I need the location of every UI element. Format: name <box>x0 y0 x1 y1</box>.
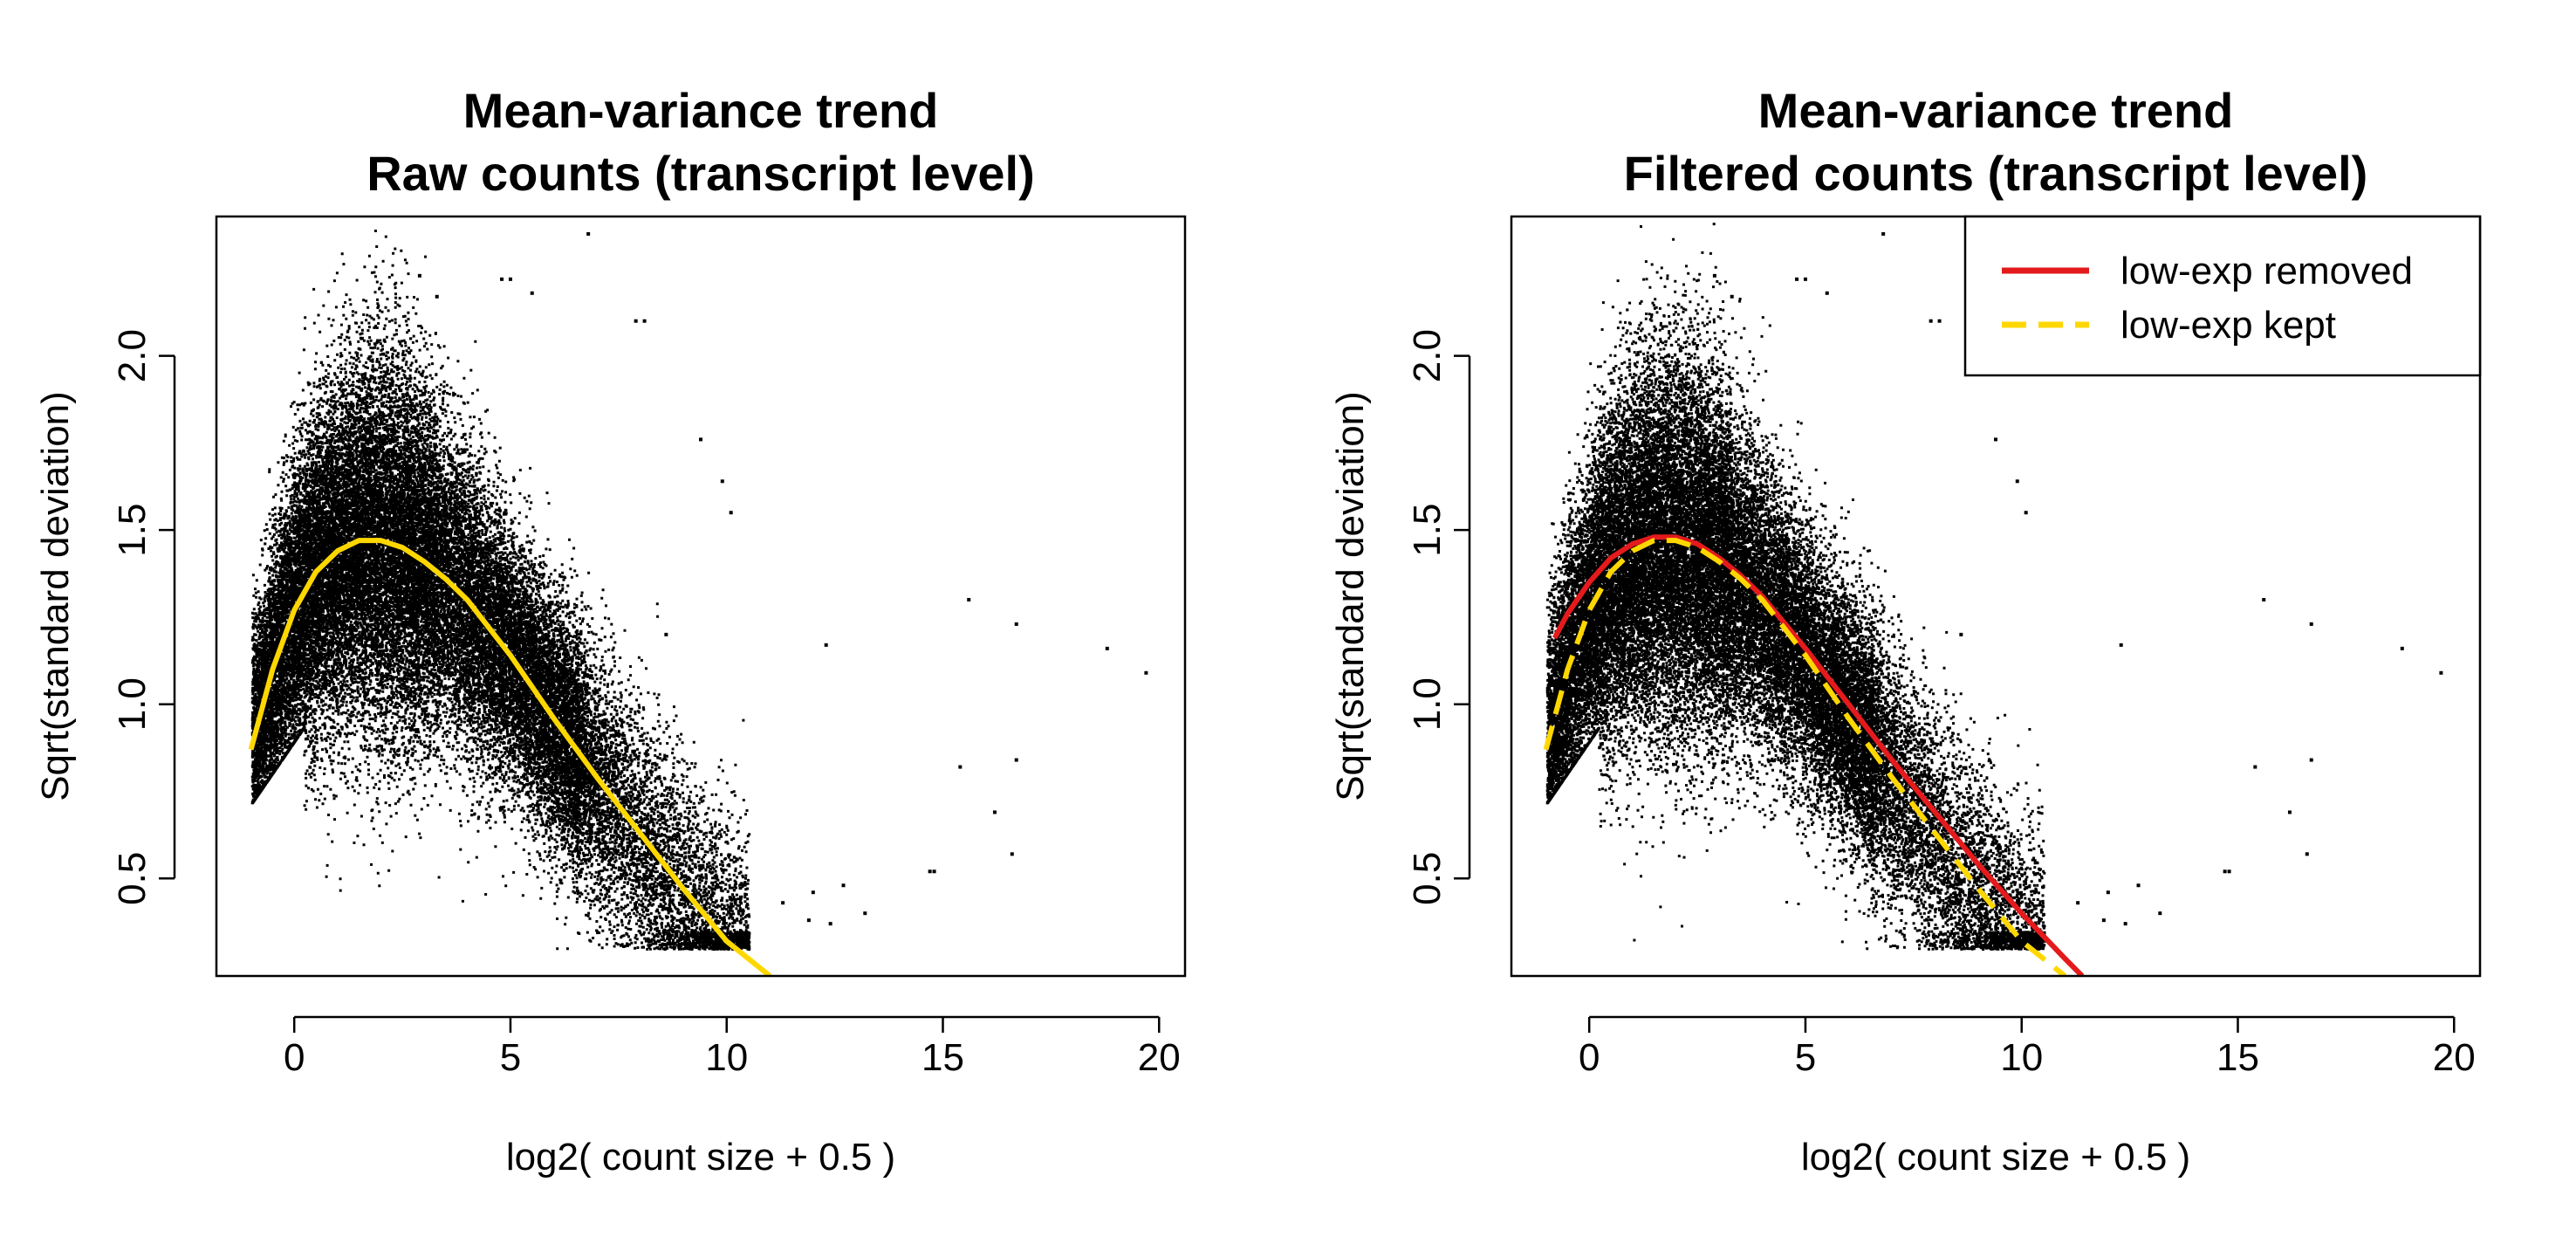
x-tick-label: 0 <box>1579 1036 1600 1079</box>
outlier-point <box>1144 671 1148 675</box>
outlier-point <box>699 437 702 441</box>
outlier-point <box>1015 622 1018 626</box>
outlier-point <box>2253 766 2257 769</box>
outlier-point <box>643 320 647 323</box>
outlier-point <box>418 274 421 278</box>
x-tick-label: 0 <box>284 1036 305 1079</box>
outlier-point <box>2310 622 2313 626</box>
x-tick-label: 5 <box>1795 1036 1816 1079</box>
panel-raw-counts: Mean-variance trend Raw counts (transcrip… <box>34 83 1185 1179</box>
outlier-point <box>1804 278 1807 281</box>
y-axis-label: Sqrt(standard deviation) <box>34 391 77 801</box>
outlier-point <box>1959 633 1963 636</box>
outlier-point <box>1106 647 1109 650</box>
legend-label: low-exp removed <box>2120 250 2413 292</box>
outlier-point <box>509 278 512 281</box>
outlier-point <box>730 511 733 514</box>
outlier-point <box>500 278 504 281</box>
y-tick-label: 0.5 <box>111 852 154 905</box>
outlier-point <box>1011 852 1014 856</box>
outlier-point <box>928 869 932 873</box>
outlier-point <box>1713 274 1716 278</box>
outlier-point <box>1994 437 1997 441</box>
chart-subtitle: Filtered counts (transcript level) <box>1624 146 2368 201</box>
outlier-point <box>2137 883 2141 887</box>
outlier-point <box>933 869 936 873</box>
y-tick-label: 1.5 <box>111 504 154 557</box>
outlier-point <box>812 890 815 894</box>
outlier-point <box>2228 869 2231 873</box>
x-tick-label: 5 <box>500 1036 521 1079</box>
outlier-point <box>2439 671 2442 675</box>
outlier-point <box>807 918 811 922</box>
x-tick-label: 15 <box>2216 1036 2259 1079</box>
outlier-point <box>2024 511 2028 514</box>
x-tick-label: 10 <box>2000 1036 2043 1079</box>
y-tick-label: 2.0 <box>1406 329 1449 382</box>
outlier-point <box>634 320 638 323</box>
chart-title: Mean-variance trend <box>463 83 939 138</box>
outlier-point <box>781 901 784 904</box>
outlier-point <box>2124 922 2127 925</box>
legend: low-exp removed low-exp kept <box>1965 216 2480 375</box>
outlier-point <box>531 292 534 295</box>
outlier-point <box>1826 292 1829 295</box>
y-tick-label: 2.0 <box>111 329 154 382</box>
outlier-point <box>967 598 970 601</box>
outlier-point <box>2076 901 2079 904</box>
panel-filtered-counts: Mean-variance trend Filtered counts (tran… <box>1329 83 2480 1179</box>
outlier-point <box>664 633 668 636</box>
outlier-point <box>435 295 439 299</box>
legend-box <box>1965 216 2480 375</box>
outlier-point <box>825 643 828 647</box>
outlier-point <box>2223 869 2227 873</box>
x-axis-label: log2( count size + 0.5 ) <box>1801 1136 2190 1179</box>
outlier-point <box>1015 759 1018 762</box>
outlier-point <box>829 922 832 925</box>
legend-label: low-exp kept <box>2120 304 2336 347</box>
outlier-point <box>1881 232 1885 236</box>
x-tick-label: 20 <box>2433 1036 2476 1079</box>
outlier-point <box>1929 320 1933 323</box>
y-tick-label: 1.5 <box>1406 504 1449 557</box>
chart-title: Mean-variance trend <box>1758 83 2234 138</box>
y-tick-label: 0.5 <box>1406 852 1449 905</box>
outlier-point <box>2120 643 2123 647</box>
outlier-point <box>842 883 846 887</box>
chart-subtitle: Raw counts (transcript level) <box>367 146 1035 201</box>
x-tick-label: 10 <box>705 1036 748 1079</box>
outlier-point <box>2310 759 2313 762</box>
outlier-point <box>2102 918 2106 922</box>
outlier-point <box>2262 598 2265 601</box>
y-tick-label: 1.0 <box>111 677 154 731</box>
outlier-point <box>1938 320 1942 323</box>
outlier-point <box>721 479 724 483</box>
scatter-points <box>251 129 751 951</box>
outlier-point <box>993 810 997 814</box>
x-axis-label: log2( count size + 0.5 ) <box>506 1136 895 1179</box>
y-tick-label: 1.0 <box>1406 677 1449 731</box>
x-tick-label: 15 <box>921 1036 964 1079</box>
outlier-point <box>2016 479 2019 483</box>
outlier-point <box>2158 911 2162 915</box>
outlier-point <box>863 911 867 915</box>
outlier-point <box>2305 852 2309 856</box>
outlier-point <box>2107 890 2110 894</box>
x-tick-label: 20 <box>1138 1036 1181 1079</box>
outlier-point <box>1730 295 1734 299</box>
outlier-point <box>2288 810 2292 814</box>
outlier-point <box>586 232 590 236</box>
outlier-point <box>958 766 962 769</box>
y-axis-label: Sqrt(standard deviation) <box>1329 391 1372 801</box>
outlier-point <box>1795 278 1798 281</box>
outlier-point <box>2401 647 2404 650</box>
